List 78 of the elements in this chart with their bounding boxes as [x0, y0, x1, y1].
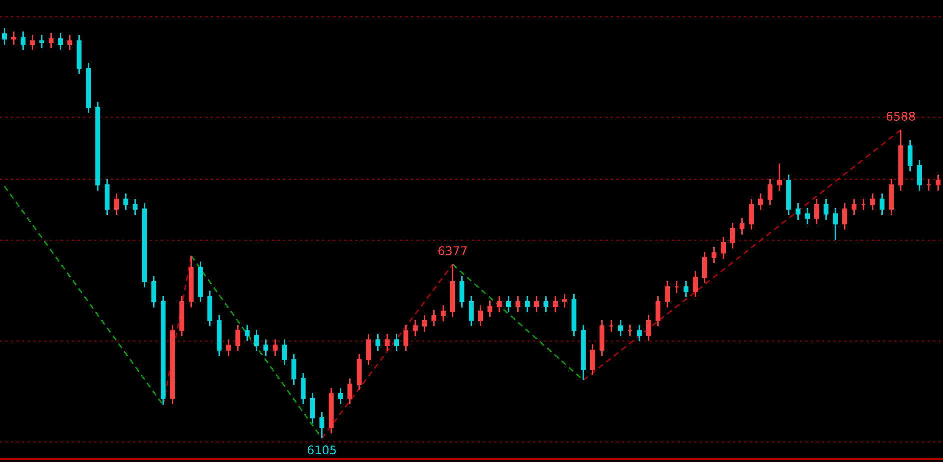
candlestick — [637, 324, 642, 342]
candlestick — [394, 334, 400, 352]
candlestick — [730, 222, 736, 250]
candlestick — [254, 329, 260, 352]
candlestick — [908, 140, 913, 172]
candlestick — [404, 324, 409, 352]
candlestick — [684, 280, 689, 298]
candlestick — [758, 193, 764, 212]
candlestick — [777, 163, 782, 192]
candlestick — [432, 309, 437, 328]
candlestick — [264, 339, 269, 357]
candlestick — [376, 334, 381, 352]
candlestick — [422, 314, 428, 333]
candlestick — [68, 34, 72, 51]
candlestick — [693, 270, 698, 298]
candlestick — [2, 28, 8, 46]
candlestick — [936, 174, 941, 192]
candlestick — [441, 304, 446, 322]
candlestick — [516, 296, 521, 313]
candlestick — [152, 275, 156, 308]
candlestick — [497, 296, 502, 313]
candlestick — [124, 193, 128, 212]
candlestick — [870, 193, 876, 212]
annotation: 6588 — [886, 112, 916, 121]
candlestick — [805, 208, 810, 226]
candlestick — [656, 296, 661, 328]
candlestick — [553, 296, 558, 313]
candlestick — [544, 296, 549, 313]
candlestick — [460, 275, 465, 308]
candlestick — [562, 294, 568, 308]
candlestick — [488, 300, 493, 318]
candlestick — [132, 198, 138, 216]
candlestick — [58, 32, 64, 51]
candlestick — [768, 178, 773, 206]
candlestick — [12, 31, 16, 46]
candlestick — [20, 31, 26, 51]
candlestick — [880, 193, 885, 216]
candlestick — [413, 320, 418, 338]
candlestick — [478, 304, 484, 328]
candlestick — [842, 202, 848, 231]
candlestick — [721, 236, 726, 260]
candlestick — [236, 324, 241, 352]
candlestick — [385, 334, 390, 352]
annotation: 6377 — [438, 246, 467, 256]
candlestick — [366, 334, 372, 366]
candlestick — [469, 296, 474, 328]
candlestick — [310, 392, 316, 424]
candlestick — [917, 159, 922, 192]
candlestick — [702, 251, 708, 284]
candlestick — [590, 344, 596, 376]
candlestick — [814, 198, 820, 226]
candlestick — [226, 339, 232, 357]
candlestick — [534, 296, 540, 313]
candlestick — [618, 320, 624, 338]
candlestick — [30, 34, 36, 51]
candlestick — [40, 34, 44, 49]
candlestick — [348, 378, 353, 406]
candlestick — [712, 246, 717, 264]
candlestick — [852, 198, 857, 216]
candlestick — [506, 296, 512, 313]
candlestick — [273, 339, 278, 357]
candlestick — [749, 198, 754, 231]
candlestick — [525, 296, 530, 313]
annotation: 6105 — [308, 446, 336, 455]
candlestick — [824, 198, 829, 221]
candlestick — [282, 339, 288, 366]
candlestick — [114, 193, 120, 216]
candlestick — [740, 218, 745, 236]
candlestick — [301, 372, 306, 406]
candlestick — [665, 280, 670, 308]
candlestick — [245, 324, 250, 342]
candlestick — [292, 353, 297, 386]
candlestick — [320, 412, 325, 440]
candlestick — [796, 202, 801, 221]
candlestick — [646, 314, 652, 342]
candlestick — [338, 387, 344, 406]
candlestick — [48, 32, 54, 49]
candlestick — [833, 208, 838, 242]
